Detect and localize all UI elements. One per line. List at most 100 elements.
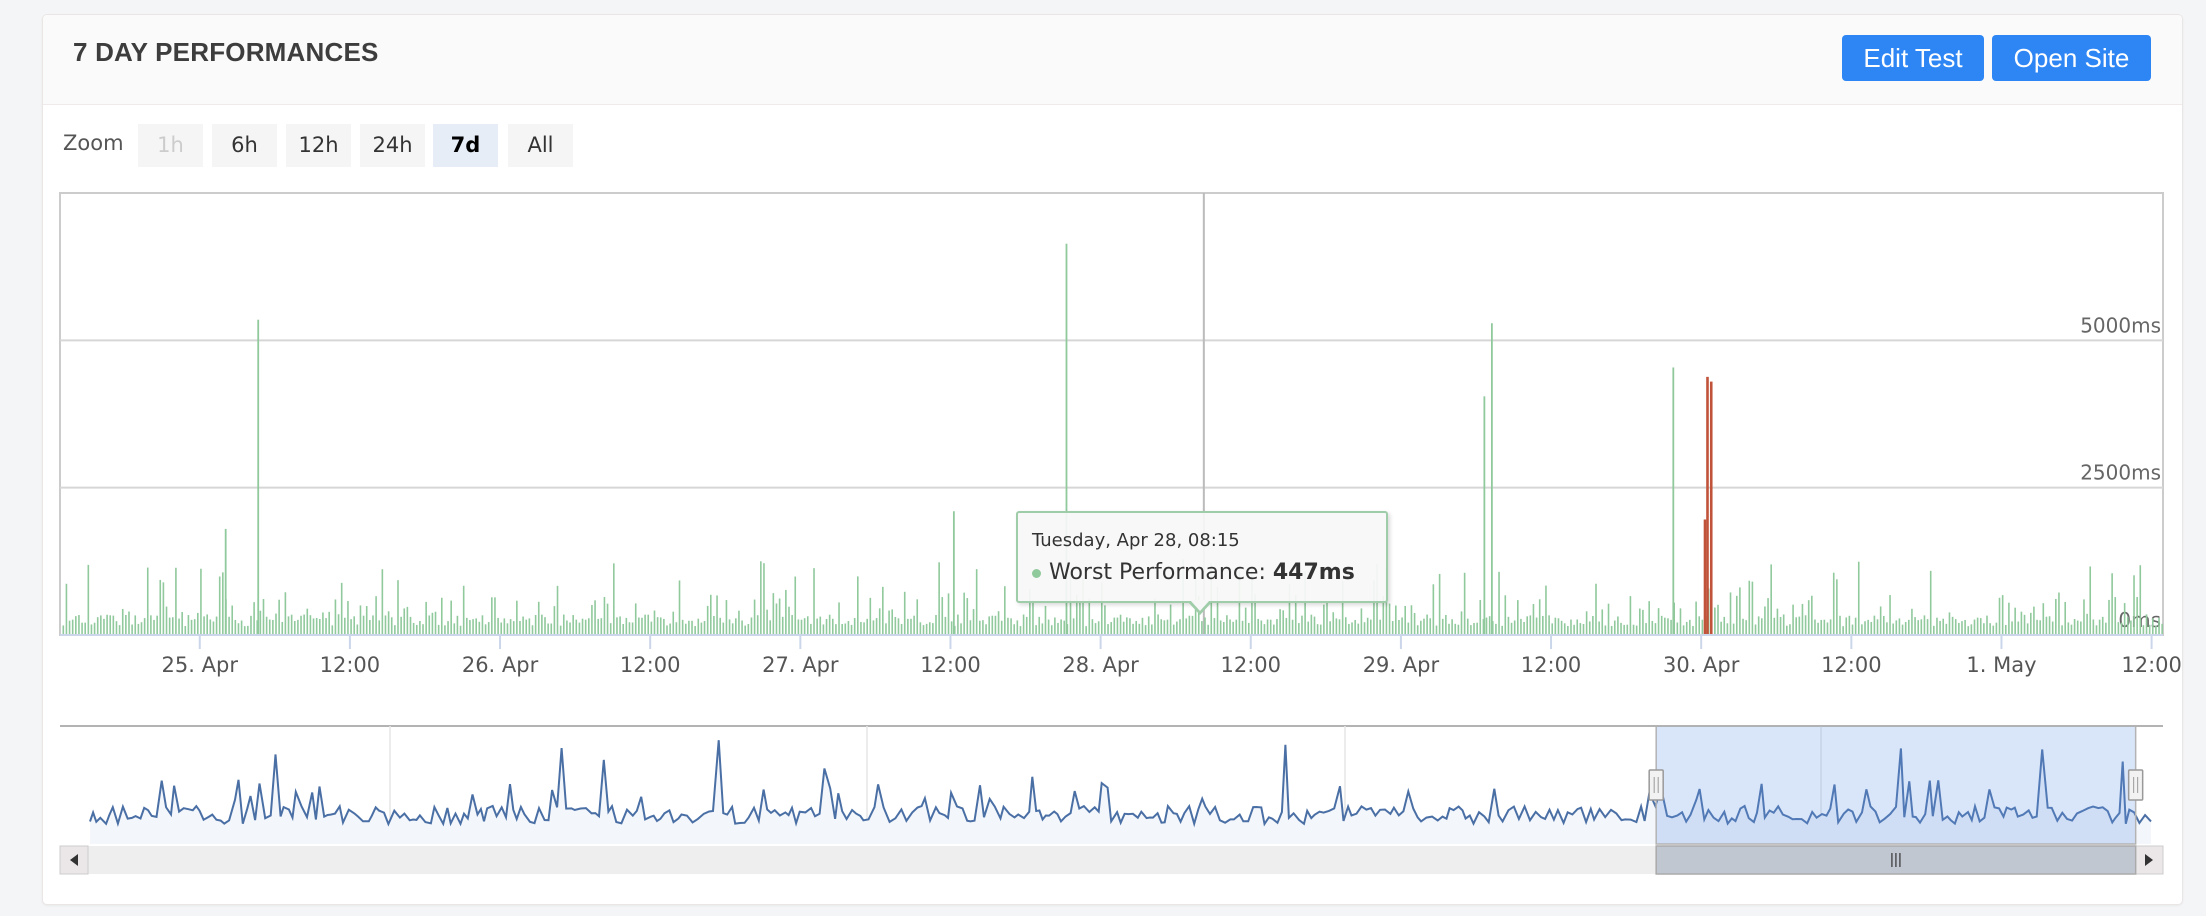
- bar[interactable]: [925, 623, 928, 635]
- bar[interactable]: [300, 615, 302, 635]
- bar[interactable]: [1742, 618, 1744, 635]
- bar[interactable]: [1445, 615, 1447, 635]
- bar[interactable]: [566, 620, 568, 635]
- bar[interactable]: [2073, 618, 2076, 635]
- bar[interactable]: [347, 601, 349, 635]
- bar[interactable]: [65, 583, 68, 635]
- bar[interactable]: [231, 605, 234, 635]
- bar[interactable]: [1000, 620, 1003, 635]
- bar[interactable]: [478, 621, 481, 635]
- bar[interactable]: [1141, 617, 1144, 635]
- bar[interactable]: [1751, 581, 1754, 635]
- bar[interactable]: [1632, 624, 1635, 635]
- bar[interactable]: [1795, 617, 1798, 635]
- bar[interactable]: [2105, 622, 2107, 635]
- bar[interactable]: [1954, 619, 1957, 635]
- bar[interactable]: [1867, 619, 1869, 635]
- bar[interactable]: [1964, 619, 1966, 635]
- bar[interactable]: [1629, 596, 1632, 635]
- bar[interactable]: [1100, 582, 1103, 635]
- bar[interactable]: [1904, 621, 1907, 635]
- bar[interactable]: [481, 615, 484, 635]
- bar[interactable]: [1485, 617, 1488, 635]
- bar[interactable]: [78, 615, 80, 635]
- bar[interactable]: [487, 622, 490, 635]
- bar[interactable]: [916, 599, 919, 635]
- bar[interactable]: [156, 615, 158, 635]
- bar[interactable]: [1695, 601, 1697, 635]
- bar[interactable]: [2148, 624, 2151, 635]
- bar[interactable]: [559, 625, 562, 635]
- error-bar[interactable]: [1709, 381, 1713, 635]
- bar[interactable]: [484, 624, 487, 635]
- bar[interactable]: [2101, 616, 2104, 635]
- bar[interactable]: [1829, 619, 1832, 635]
- bar[interactable]: [866, 618, 868, 635]
- bar[interactable]: [613, 563, 615, 635]
- bar[interactable]: [1332, 612, 1335, 635]
- bar[interactable]: [1726, 623, 1729, 635]
- bar[interactable]: [838, 602, 840, 635]
- bar[interactable]: [1538, 599, 1541, 635]
- bar[interactable]: [878, 608, 881, 635]
- bar[interactable]: [1842, 626, 1844, 635]
- bar[interactable]: [1760, 618, 1763, 635]
- bar[interactable]: [1360, 608, 1363, 635]
- bar[interactable]: [2139, 565, 2142, 635]
- bar[interactable]: [215, 616, 218, 635]
- bar[interactable]: [1670, 619, 1672, 635]
- bar[interactable]: [550, 623, 553, 635]
- bar[interactable]: [206, 614, 208, 635]
- bar[interactable]: [941, 597, 944, 635]
- bar[interactable]: [1185, 618, 1188, 635]
- bar[interactable]: [503, 618, 506, 635]
- bar[interactable]: [394, 625, 396, 635]
- bar[interactable]: [672, 611, 675, 635]
- bar[interactable]: [2017, 621, 2020, 635]
- bar[interactable]: [584, 619, 587, 635]
- bar[interactable]: [1823, 619, 1826, 635]
- bar[interactable]: [628, 622, 631, 635]
- bar[interactable]: [1338, 619, 1341, 635]
- bar[interactable]: [1607, 603, 1610, 635]
- bar[interactable]: [1294, 594, 1297, 635]
- bar[interactable]: [516, 600, 518, 635]
- bar[interactable]: [1845, 617, 1848, 635]
- bar[interactable]: [1945, 623, 1948, 635]
- bar[interactable]: [1679, 608, 1682, 635]
- bar[interactable]: [434, 611, 437, 635]
- bar[interactable]: [860, 622, 862, 635]
- bar[interactable]: [562, 614, 565, 635]
- bar[interactable]: [306, 608, 309, 635]
- bar[interactable]: [1448, 623, 1450, 635]
- bar[interactable]: [1363, 622, 1366, 635]
- bar[interactable]: [1613, 620, 1616, 635]
- bar[interactable]: [1282, 610, 1285, 635]
- bar[interactable]: [509, 619, 512, 635]
- bar[interactable]: [569, 622, 571, 635]
- bar[interactable]: [1882, 615, 1885, 635]
- bar[interactable]: [1617, 616, 1619, 635]
- bar[interactable]: [1770, 564, 1772, 635]
- bar[interactable]: [2086, 613, 2088, 635]
- bar[interactable]: [1147, 616, 1150, 635]
- bar[interactable]: [137, 623, 140, 635]
- bar[interactable]: [1639, 608, 1641, 635]
- bar[interactable]: [2011, 621, 2013, 635]
- bar[interactable]: [1341, 580, 1344, 635]
- bar[interactable]: [193, 619, 196, 635]
- bar[interactable]: [1620, 622, 1622, 635]
- bar[interactable]: [272, 619, 274, 635]
- bar[interactable]: [894, 616, 897, 635]
- bar[interactable]: [1995, 622, 1998, 635]
- bar[interactable]: [1160, 619, 1163, 635]
- bar[interactable]: [1313, 616, 1316, 635]
- bar[interactable]: [919, 622, 922, 635]
- bar[interactable]: [944, 616, 947, 635]
- bar[interactable]: [622, 624, 625, 635]
- bar[interactable]: [1435, 625, 1438, 635]
- bar[interactable]: [384, 615, 387, 635]
- zoom-1h-button[interactable]: 1h: [138, 124, 203, 167]
- bar[interactable]: [1107, 624, 1109, 635]
- bar[interactable]: [1498, 571, 1500, 635]
